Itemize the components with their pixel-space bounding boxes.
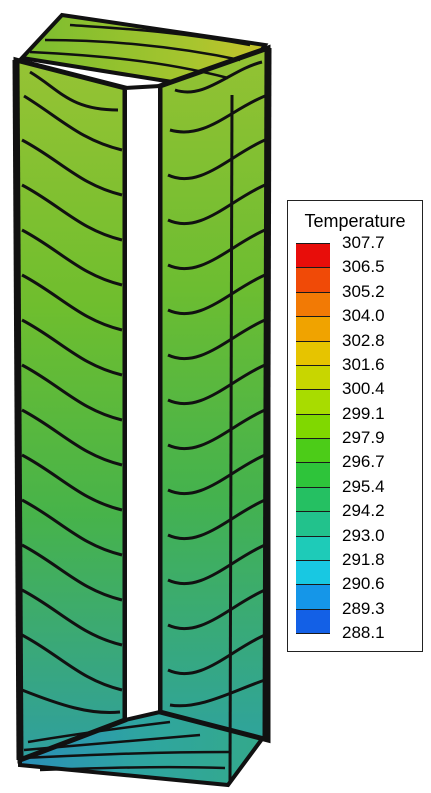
legend-swatch — [296, 559, 330, 585]
legend-tick-label: 288.1 — [342, 623, 385, 642]
legend-tick-label: 289.3 — [342, 598, 385, 618]
legend-tick-label: 306.5 — [342, 257, 385, 277]
legend-title: Temperature — [304, 211, 406, 231]
legend-tick-label: 296.7 — [342, 452, 385, 472]
legend-level-line — [296, 316, 330, 318]
legend-level-line — [296, 535, 330, 537]
legend-level-line — [296, 462, 330, 464]
legend-tick-label: 305.2 — [342, 281, 385, 301]
legend-swatch — [296, 291, 330, 317]
legend-swatch — [296, 267, 330, 292]
outer-edge-right — [262, 47, 272, 739]
contours-top — [29, 23, 251, 80]
legend-tick-label: 297.9 — [342, 428, 385, 447]
legend-level-line — [296, 633, 330, 634]
edge-right-inner — [228, 94, 234, 783]
legend-colorbar — [296, 243, 330, 634]
legend-level-line — [296, 389, 330, 391]
legend-swatch — [296, 340, 330, 365]
legend-swatch — [296, 584, 330, 609]
legend-swatch — [296, 535, 330, 560]
legend-tick-label: 290.6 — [342, 574, 385, 594]
legend-level-line — [296, 486, 330, 488]
legend-level-line — [296, 267, 330, 269]
legend-tick-label: 291.8 — [342, 549, 385, 569]
legend-level-line — [296, 438, 330, 439]
legend-level-line — [296, 291, 330, 293]
legend-swatch — [296, 243, 330, 268]
legend-tick-label: 302.8 — [342, 330, 385, 350]
legend-tick-label: 294.2 — [342, 501, 385, 521]
legend-swatch — [296, 389, 330, 414]
legend-tick-label: 307.7 — [342, 233, 385, 252]
legend-level-line — [296, 340, 330, 342]
legend-swatch — [296, 413, 330, 438]
contours-bottom — [21, 720, 231, 772]
legend-level-line — [296, 413, 330, 415]
contours-left — [21, 70, 123, 715]
legend-level-line — [296, 243, 330, 244]
legend-tick-label: 295.4 — [342, 476, 385, 496]
legend-tick-label: 299.1 — [342, 403, 385, 423]
legend-tick-label: 293.0 — [342, 525, 385, 545]
legend-swatch — [296, 316, 330, 341]
legend-tick-label: 300.4 — [342, 379, 385, 399]
contours-right — [167, 60, 266, 708]
legend-tick-label: 301.6 — [342, 354, 385, 374]
legend-swatch — [296, 608, 330, 633]
legend-swatch — [296, 462, 330, 487]
legend: Temperature 307.7 306.5 305.2 304.0 302.8 301… — [287, 200, 423, 652]
legend-swatch — [296, 486, 330, 512]
legend-tick-label: 304.0 — [342, 306, 385, 326]
legend-level-line — [296, 608, 330, 610]
legend-level-line — [296, 584, 330, 586]
legend-swatch — [296, 511, 330, 536]
outer-edge-left — [12, 59, 24, 761]
legend-level-line — [296, 511, 330, 513]
legend-level-line — [296, 364, 330, 366]
legend-swatch — [296, 364, 330, 390]
legend-level-line — [296, 559, 330, 561]
legend-swatch — [296, 438, 330, 463]
left-wall — [13, 56, 128, 764]
inner-opening — [123, 83, 162, 723]
